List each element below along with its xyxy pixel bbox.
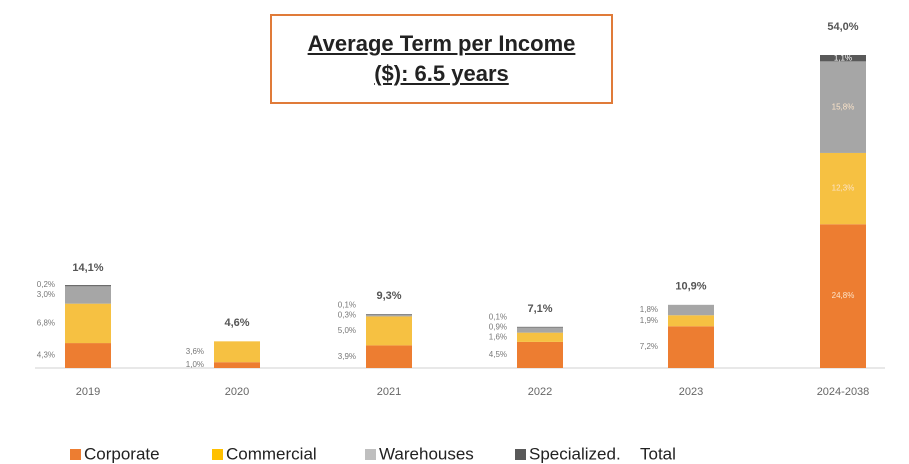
x-tick-label: 2019 [76, 386, 100, 398]
x-tick-label: 2024-2038 [817, 386, 870, 398]
bar-segment [820, 61, 866, 153]
value-label: 1,0% [186, 360, 204, 369]
value-label: 1,8% [640, 305, 658, 314]
value-label: 4,3% [37, 351, 55, 360]
value-label: 0,2% [37, 280, 55, 289]
value-label: 1,9% [640, 316, 658, 325]
bar-segment [366, 314, 412, 315]
bar-segment [517, 341, 563, 368]
x-tick-label: 2020 [225, 386, 249, 398]
chart-title: Average Term per Income ($): 6.5 years [270, 14, 613, 104]
value-label: 6,8% [37, 318, 55, 327]
x-tick-label: 2021 [377, 386, 401, 398]
value-label: 0,3% [338, 311, 356, 320]
bar-segment [668, 326, 714, 368]
value-label: 15,8% [832, 102, 855, 111]
bar-segment [65, 343, 111, 368]
legend-label: Total [640, 444, 676, 463]
value-label: 12,3% [832, 184, 855, 193]
value-label: 0,1% [338, 301, 356, 310]
bar-segment [366, 314, 412, 317]
legend-label: Warehouses [379, 444, 474, 463]
bar-segment [517, 332, 563, 342]
bar-segment [668, 304, 714, 316]
bar-segment [517, 326, 563, 328]
value-label: 0,1% [489, 312, 507, 321]
value-label: 3,6% [186, 347, 204, 356]
x-tick-label: 2023 [679, 386, 703, 398]
value-label: 3,0% [37, 290, 55, 299]
bar-segment [65, 286, 111, 304]
bar-segment [366, 316, 412, 346]
total-label: 10,9% [675, 281, 706, 293]
bar-segment [214, 362, 260, 368]
legend-label: Corporate [84, 444, 160, 463]
legend-swatch [515, 449, 526, 460]
x-tick-label: 2022 [528, 386, 552, 398]
bar-segment [668, 315, 714, 327]
value-label: 24,8% [832, 291, 855, 300]
legend-label: Specialized. [529, 444, 621, 463]
total-label: 54,0% [827, 21, 858, 33]
bar-segment [214, 341, 260, 363]
value-label: 4,5% [489, 350, 507, 359]
bar-segment [820, 224, 866, 368]
value-label: 3,9% [338, 352, 356, 361]
bar-segment [65, 303, 111, 344]
value-label: 5,0% [338, 326, 356, 335]
value-label: 1,1% [834, 53, 852, 62]
legend-label: Commercial [226, 444, 317, 463]
legend-swatch [365, 449, 376, 460]
total-label: 14,1% [72, 262, 103, 274]
value-label: 0,9% [489, 322, 507, 331]
value-label: 7,2% [640, 342, 658, 351]
value-label: 1,6% [489, 332, 507, 341]
total-label: 4,6% [224, 317, 249, 329]
bar-segment [65, 285, 111, 287]
total-label: 9,3% [376, 290, 401, 302]
bar-segment [517, 327, 563, 333]
legend-swatch [70, 449, 81, 460]
bar-segment [820, 152, 866, 225]
bar-segment [820, 55, 866, 62]
bar-segment [366, 345, 412, 368]
legend-swatch [212, 449, 223, 460]
total-label: 7,1% [527, 303, 552, 315]
